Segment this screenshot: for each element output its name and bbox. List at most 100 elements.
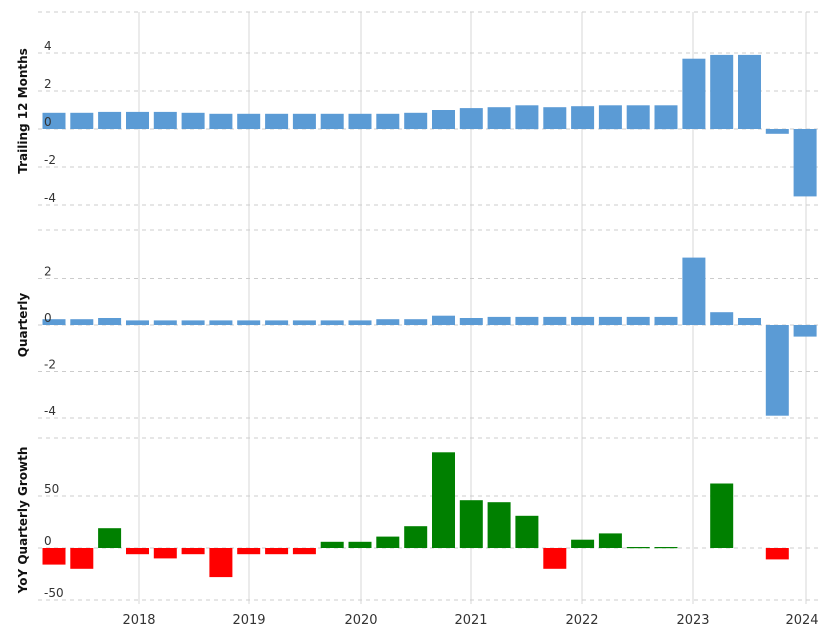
bar — [626, 547, 650, 549]
bar — [153, 548, 177, 559]
bar — [710, 312, 734, 325]
bar — [765, 548, 789, 560]
bar — [320, 113, 344, 129]
bar — [626, 316, 650, 325]
bar — [153, 320, 177, 325]
bar — [98, 111, 122, 129]
bar — [153, 111, 177, 129]
bar — [209, 320, 233, 325]
bar — [348, 541, 372, 548]
bar — [598, 533, 622, 548]
bar — [487, 502, 511, 548]
tick-labels-layer: -4 -2 0 2 4 -4 -2 0 2 -50 0 50 — [44, 39, 64, 600]
bar — [98, 318, 122, 325]
y-tick-label: 50 — [44, 482, 59, 496]
y-axis-titles: Trailing 12 Months Quarterly YoY Quarterly… — [16, 48, 30, 594]
bar — [487, 316, 511, 325]
bar — [598, 316, 622, 325]
bar — [682, 58, 706, 130]
x-tick-label: 2018 — [122, 613, 155, 628]
y-axis-title: Trailing 12 Months — [16, 48, 30, 174]
bar — [126, 548, 149, 555]
bar — [348, 113, 372, 129]
bar — [487, 107, 511, 129]
bar — [793, 325, 817, 337]
bar — [571, 539, 595, 548]
bar — [432, 452, 455, 548]
bar — [710, 54, 734, 129]
bar — [765, 129, 789, 134]
x-tick-label: 2020 — [344, 613, 377, 628]
x-axis-labels: 2018 2019 2020 2021 2022 2023 2024 — [122, 613, 818, 628]
bar — [70, 548, 94, 569]
bar — [237, 548, 261, 555]
bar — [515, 316, 539, 325]
bar — [765, 325, 789, 416]
bar — [571, 316, 595, 325]
bar — [181, 548, 205, 555]
bar — [432, 315, 455, 325]
bar — [70, 112, 94, 129]
bar — [459, 318, 483, 325]
x-tick-label: 2022 — [565, 613, 598, 628]
bar — [292, 320, 316, 325]
bar — [376, 113, 400, 129]
bar — [265, 548, 289, 555]
bar — [42, 112, 66, 129]
y-tick-label: -2 — [44, 358, 56, 372]
bar — [654, 105, 678, 130]
bar — [738, 318, 761, 325]
y-tick-label: -4 — [44, 404, 56, 418]
bar — [793, 129, 817, 197]
bar — [515, 515, 539, 548]
bar — [515, 105, 539, 130]
bar — [376, 319, 400, 325]
y-tick-label: 4 — [44, 39, 52, 53]
bar — [42, 319, 66, 325]
bar — [70, 319, 94, 325]
bar — [181, 112, 205, 129]
bar — [98, 528, 122, 548]
bar — [543, 107, 567, 129]
bar — [292, 113, 316, 129]
bar — [459, 108, 483, 129]
y-tick-label: -2 — [44, 153, 56, 167]
bar — [126, 111, 149, 129]
bar — [626, 105, 650, 130]
bar — [376, 536, 400, 548]
bar — [265, 113, 289, 129]
x-tick-label: 2021 — [454, 613, 487, 628]
bar — [181, 320, 205, 325]
bar — [682, 257, 706, 325]
x-tick-label: 2019 — [232, 613, 265, 628]
bar — [404, 319, 428, 325]
y-tick-label: 2 — [44, 77, 52, 91]
bar — [404, 526, 428, 548]
bars-layer — [42, 54, 817, 578]
y-tick-label: -4 — [44, 191, 56, 205]
bar — [348, 320, 372, 325]
x-tick-label: 2024 — [785, 613, 818, 628]
x-tick-label: 2023 — [676, 613, 709, 628]
bar — [654, 316, 678, 325]
bar — [209, 113, 233, 129]
bar — [42, 548, 66, 565]
bar — [543, 548, 567, 569]
y-tick-label: 0 — [44, 311, 52, 325]
bar — [209, 548, 233, 578]
y-tick-label: -50 — [44, 586, 64, 600]
bar — [738, 54, 761, 129]
bar — [598, 105, 622, 130]
bar — [654, 547, 678, 549]
bar — [292, 548, 316, 555]
y-tick-label: 2 — [44, 265, 52, 279]
y-tick-label: 0 — [44, 534, 52, 548]
bar — [265, 320, 289, 325]
bar — [404, 112, 428, 129]
y-axis-title: Quarterly — [16, 293, 30, 358]
bar — [237, 320, 261, 325]
bar — [320, 541, 344, 548]
bar — [543, 316, 567, 325]
bar — [459, 500, 483, 548]
